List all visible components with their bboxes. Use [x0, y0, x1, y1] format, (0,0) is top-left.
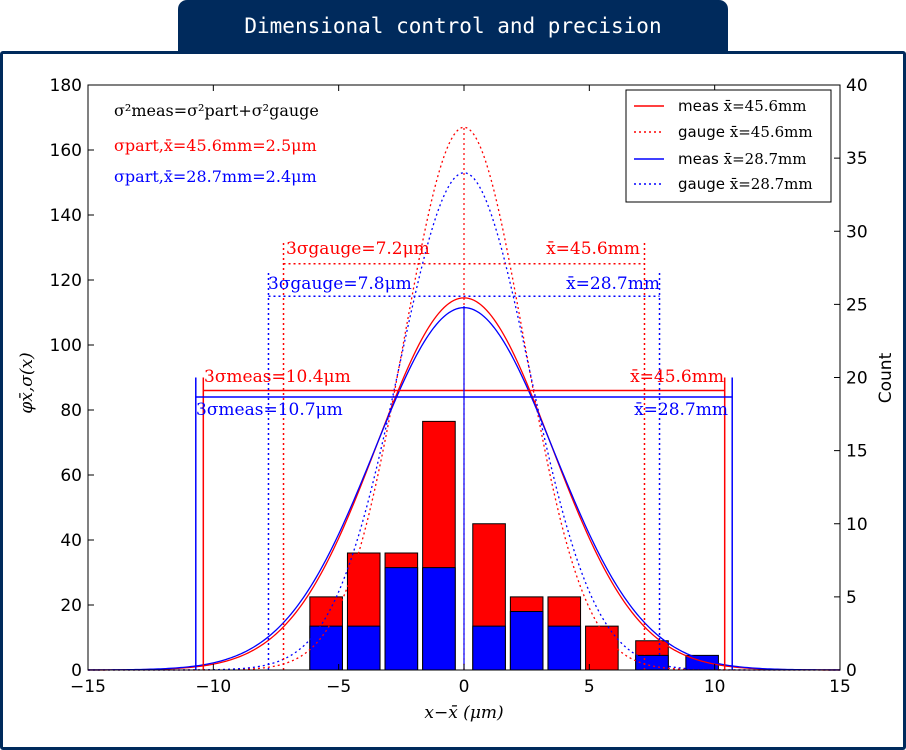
left-y-tick-label: 180: [50, 76, 82, 96]
right-y-tick-label: 0: [846, 661, 857, 681]
bar-blue: [384, 567, 419, 671]
x-tick-label: 5: [584, 677, 595, 697]
title-tab: Dimensional control and precision: [178, 0, 728, 52]
right-y-axis-ticks: 0 5 10 15 20 25 30 35 40: [834, 76, 868, 681]
bar-blue: [472, 625, 506, 671]
left-y-tick-label: 40: [60, 531, 82, 551]
right-y-tick-label: 20: [846, 369, 868, 389]
left-y-tick-label: 80: [60, 401, 82, 421]
right-y-axis-label: Count: [876, 352, 896, 403]
left-y-tick-label: 20: [60, 596, 82, 616]
legend-label-gauge-red: gauge x̄=45.6mm: [678, 123, 813, 141]
right-y-tick-label: 30: [846, 222, 868, 242]
x-tick-label: 15: [829, 677, 851, 697]
bar-red: [585, 625, 619, 671]
x-tick-label: −15: [70, 677, 106, 697]
x-tick-label: 0: [459, 677, 470, 697]
left-y-tick-label: 160: [50, 141, 82, 161]
legend-label-meas-red: meas x̄=45.6mm: [678, 97, 807, 115]
left-y-axis-ticks: 0 20 40 60 80 100 120 140 160 180: [50, 76, 94, 681]
x-tick-label: 10: [704, 677, 726, 697]
legend-label-meas-blue: meas x̄=28.7mm: [678, 150, 807, 168]
legend: meas x̄=45.6mm gauge x̄=45.6mm meas x̄=2…: [625, 89, 832, 203]
left-y-tick-label: 0: [71, 661, 82, 681]
formula-annotation: σ²meas=σ²part+σ²gauge: [114, 101, 319, 120]
bar-blue: [509, 611, 544, 671]
histogram-bars: [309, 420, 719, 671]
meas-red-left-label: 3σmeas=10.4μm: [204, 367, 351, 387]
x-axis-ticks: −15 −10 −5 0 5 10 15: [70, 85, 851, 697]
x-tick-label: −5: [326, 677, 351, 697]
bar-blue: [547, 625, 582, 671]
meas-blue-right-label: x̄=28.7mm: [634, 400, 728, 420]
gauge-red-right-label: x̄=45.6mm: [546, 239, 640, 259]
left-y-tick-label: 140: [50, 206, 82, 226]
gauge-blue-left-label: 3σgauge=7.8μm: [268, 274, 412, 294]
right-y-tick-label: 25: [846, 295, 868, 315]
bar-blue: [346, 625, 381, 671]
right-y-tick-label: 5: [846, 588, 857, 608]
right-y-tick-label: 40: [846, 76, 868, 96]
page-title: Dimensional control and precision: [244, 14, 662, 38]
sigma-markers: [195, 127, 733, 670]
sigma-part-red-annotation: σpart,x̄=45.6mm=2.5μm: [114, 136, 317, 155]
bar-blue: [309, 625, 343, 671]
sigma-part-blue-annotation: σpart,x̄=28.7mm=2.4μm: [114, 167, 317, 186]
bar-blue: [422, 567, 456, 671]
left-y-tick-label: 120: [50, 271, 82, 291]
legend-label-gauge-blue: gauge x̄=28.7mm: [678, 175, 813, 193]
left-y-tick-label: 100: [50, 336, 82, 356]
meas-blue-left-label: 3σmeas=10.7μm: [196, 400, 343, 420]
x-axis-label: x−x̄ (μm): [424, 703, 503, 723]
left-y-tick-label: 60: [60, 466, 82, 486]
gauge-red-left-label: 3σgauge=7.2μm: [286, 239, 430, 259]
meas-red-right-label: x̄=45.6mm: [630, 367, 724, 387]
right-y-tick-label: 10: [846, 515, 868, 535]
right-y-tick-label: 15: [846, 442, 868, 462]
left-y-axis-label: φx̄,σ(x): [17, 352, 37, 413]
x-tick-label: −10: [195, 677, 231, 697]
gauge-blue-right-label: x̄=28.7mm: [566, 274, 660, 294]
right-y-tick-label: 35: [846, 149, 868, 169]
